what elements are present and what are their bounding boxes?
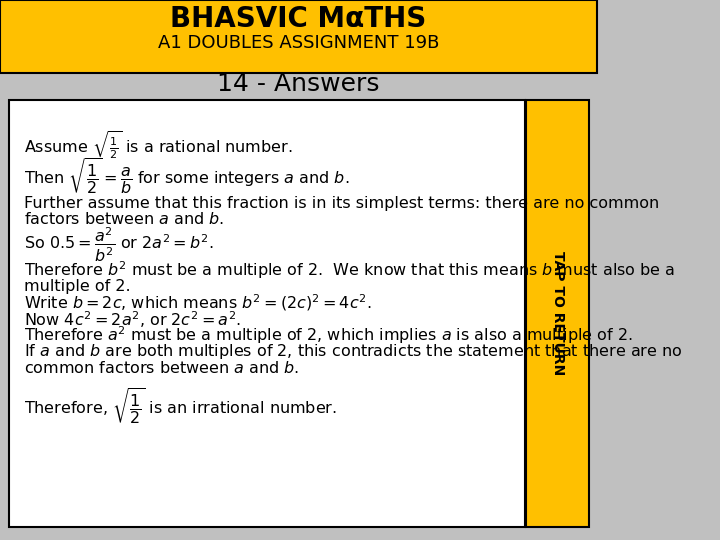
Text: If $a$ and $b$ are both multiples of 2, this contradicts the statement that ther: If $a$ and $b$ are both multiples of 2, … xyxy=(24,342,683,361)
Text: Therefore, $\sqrt{\dfrac{1}{2}}$ is an irrational number.: Therefore, $\sqrt{\dfrac{1}{2}}$ is an i… xyxy=(24,387,337,427)
Text: BHASVIC MαTHS: BHASVIC MαTHS xyxy=(170,5,426,33)
Text: Further assume that this fraction is in its simplest terms: there are no common: Further assume that this fraction is in … xyxy=(24,195,660,211)
FancyBboxPatch shape xyxy=(0,0,597,73)
Text: Therefore $b^2$ must be a multiple of 2.  We know that this means $b$ must also : Therefore $b^2$ must be a multiple of 2.… xyxy=(24,260,675,281)
Text: factors between $a$ and $b$.: factors between $a$ and $b$. xyxy=(24,211,225,227)
FancyBboxPatch shape xyxy=(526,100,589,526)
Text: TAP TO RETURN: TAP TO RETURN xyxy=(551,251,564,375)
Text: A1 DOUBLES ASSIGNMENT 19B: A1 DOUBLES ASSIGNMENT 19B xyxy=(158,34,439,52)
Text: Assume $\sqrt{\frac{1}{2}}$ is a rational number.: Assume $\sqrt{\frac{1}{2}}$ is a rationa… xyxy=(24,129,293,160)
FancyBboxPatch shape xyxy=(9,100,525,526)
Text: Therefore $a^2$ must be a multiple of 2, which implies $a$ is also a multiple of: Therefore $a^2$ must be a multiple of 2,… xyxy=(24,325,633,346)
Text: common factors between $a$ and $b$.: common factors between $a$ and $b$. xyxy=(24,360,300,376)
Text: 14 - Answers: 14 - Answers xyxy=(217,72,379,96)
Text: multiple of 2.: multiple of 2. xyxy=(24,279,131,294)
Text: So $0.5 = \dfrac{a^2}{b^2}$ or $2a^2 = b^2$.: So $0.5 = \dfrac{a^2}{b^2}$ or $2a^2 = b… xyxy=(24,226,214,264)
Text: Now $4c^2 = 2a^2$, or $2c^2 = a^2$.: Now $4c^2 = 2a^2$, or $2c^2 = a^2$. xyxy=(24,309,242,329)
Text: Write $b = 2c$, which means $b^2 = (2c)^2 = 4c^2$.: Write $b = 2c$, which means $b^2 = (2c)^… xyxy=(24,293,372,313)
Text: Then $\sqrt{\dfrac{1}{2}} = \dfrac{a}{b}$ for some integers $a$ and $b$.: Then $\sqrt{\dfrac{1}{2}} = \dfrac{a}{b}… xyxy=(24,157,350,197)
